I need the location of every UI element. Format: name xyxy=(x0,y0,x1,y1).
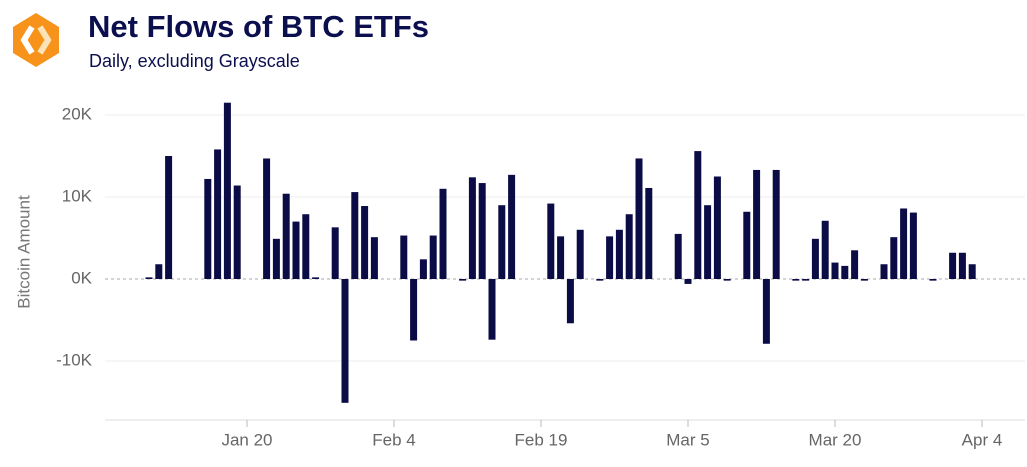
bar xyxy=(400,235,408,279)
x-tick-label: Apr 4 xyxy=(962,430,1003,449)
bar xyxy=(723,279,731,281)
bar xyxy=(419,259,427,279)
bar xyxy=(145,277,153,279)
bar xyxy=(684,279,692,284)
bar xyxy=(351,192,359,279)
bar xyxy=(547,203,555,279)
bar xyxy=(841,265,849,279)
bar xyxy=(429,235,437,279)
bar xyxy=(958,252,966,279)
x-tick-label: Jan 20 xyxy=(221,430,272,449)
bar xyxy=(772,169,780,279)
y-tick-label: -10K xyxy=(56,350,93,369)
bar xyxy=(282,193,290,279)
bar xyxy=(566,279,574,324)
bar xyxy=(968,264,976,279)
x-tick-label: Feb 19 xyxy=(515,430,568,449)
bar xyxy=(292,221,300,279)
x-tick-label: Mar 5 xyxy=(666,430,709,449)
bar xyxy=(694,151,702,279)
bar xyxy=(331,227,339,279)
bar xyxy=(674,233,682,279)
bar xyxy=(625,214,633,279)
bar xyxy=(890,237,898,279)
bar xyxy=(949,252,957,279)
bar xyxy=(851,250,859,279)
bar xyxy=(223,102,231,279)
bar xyxy=(468,177,476,279)
bar xyxy=(880,264,888,279)
bar xyxy=(900,208,908,279)
bar xyxy=(508,174,516,279)
logo-hex xyxy=(13,13,59,67)
bar xyxy=(576,229,584,279)
bar xyxy=(498,205,506,279)
bar xyxy=(821,220,829,279)
bar xyxy=(635,158,643,279)
y-tick-label: 0K xyxy=(71,268,92,287)
bar xyxy=(341,279,349,403)
bar xyxy=(753,169,761,279)
bar xyxy=(263,158,271,279)
x-tick-label: Feb 4 xyxy=(372,430,415,449)
bar xyxy=(410,279,418,341)
bar xyxy=(713,176,721,279)
bar xyxy=(302,214,310,279)
y-tick-label: 10K xyxy=(62,186,93,205)
bar xyxy=(488,279,496,340)
bar xyxy=(860,279,868,281)
bar xyxy=(272,238,280,279)
bar xyxy=(615,229,623,279)
bar xyxy=(743,211,751,279)
bar xyxy=(233,185,241,279)
bar xyxy=(606,236,614,279)
bar xyxy=(370,237,378,279)
bar xyxy=(909,212,917,279)
logo-mark xyxy=(20,25,35,55)
bar xyxy=(811,238,819,279)
bar xyxy=(792,279,800,281)
bar xyxy=(214,149,222,279)
y-tick-label: 20K xyxy=(62,104,93,123)
chart-subtitle: Daily, excluding Grayscale xyxy=(89,51,300,71)
logo xyxy=(13,13,59,67)
bar xyxy=(204,178,212,279)
bar xyxy=(312,277,320,279)
bar xyxy=(596,279,604,281)
bar xyxy=(361,206,369,279)
bar xyxy=(802,279,810,281)
chart-title: Net Flows of BTC ETFs xyxy=(88,9,429,44)
bar xyxy=(831,262,839,279)
bar xyxy=(459,279,467,281)
bar xyxy=(478,183,486,279)
bar xyxy=(165,156,173,279)
bar xyxy=(439,188,447,279)
bar xyxy=(704,205,712,279)
bar xyxy=(645,187,653,279)
x-tick-label: Mar 20 xyxy=(809,430,862,449)
bar xyxy=(762,279,770,344)
y-axis-title: Bitcoin Amount xyxy=(14,195,33,309)
logo-mark xyxy=(37,25,52,55)
bar xyxy=(155,264,163,279)
bar xyxy=(557,236,565,279)
bar xyxy=(929,279,937,281)
